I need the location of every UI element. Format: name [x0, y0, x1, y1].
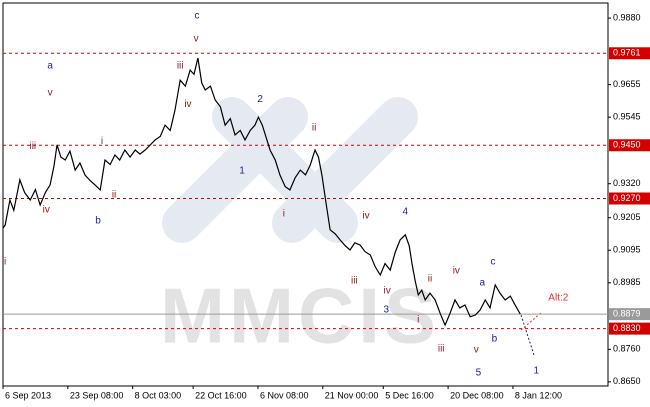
wave-label: iv — [43, 205, 50, 216]
level-label: 0.9270 — [613, 193, 641, 203]
wave-label: iii — [351, 276, 358, 287]
wave-label: 1 — [239, 166, 245, 177]
x-tick-label: 21 Nov 00:00 — [325, 390, 379, 400]
wave-label: c — [195, 11, 200, 22]
wave-label: b — [492, 334, 498, 345]
wave-label: v — [474, 345, 479, 356]
wave-label: iv — [184, 99, 191, 110]
logo-stroke — [271, 96, 419, 244]
level-tag — [609, 192, 650, 205]
price-line — [2, 57, 521, 327]
wave-label: iii — [177, 61, 184, 72]
wave-label: Alt:2 — [548, 293, 568, 304]
y-tick-label: 0.8650 — [613, 376, 641, 386]
wave-label: iv — [453, 266, 460, 277]
wave-label: c — [491, 257, 496, 268]
wave-label: i — [4, 257, 6, 268]
x-tick-label: 5 Dec 16:00 — [385, 390, 434, 400]
projection-line — [520, 314, 535, 356]
wave-label: iii — [29, 141, 36, 152]
x-tick-label: 8 Jan 12:00 — [515, 390, 562, 400]
wave-label: ii — [112, 190, 116, 201]
plot-frame — [2, 2, 609, 387]
wave-label: b — [95, 216, 101, 227]
wave-label: a — [479, 278, 485, 289]
x-tick-label: 8 Oct 03:00 — [135, 390, 182, 400]
wave-label: iii — [438, 344, 445, 355]
x-tick-label: 22 Oct 16:00 — [195, 390, 247, 400]
wave-label: i — [417, 315, 419, 326]
level-label: 0.9761 — [613, 48, 641, 58]
wave-label: iv — [362, 211, 369, 222]
layer: 0.9880 0.9655 0.9545 0.9320 0.9205 0.9095 0.89… — [2, 11, 650, 400]
wave-label: 3 — [384, 305, 390, 316]
wave-label: ii — [428, 274, 432, 285]
wave-label: i — [283, 209, 285, 220]
level-label: 0.8830 — [613, 323, 641, 333]
current-price-tag — [609, 308, 650, 321]
wave-label: 5 — [476, 368, 482, 379]
wave-label: i — [101, 136, 103, 147]
y-tick-label: 0.9320 — [613, 178, 641, 188]
level-tag — [609, 139, 650, 152]
wave-label: 2 — [257, 94, 263, 105]
level-label: 0.9450 — [613, 140, 641, 150]
y-tick-label: 0.8985 — [613, 277, 641, 287]
x-tick-label: 6 Sep 2013 — [5, 390, 51, 400]
wave-label: v — [194, 34, 199, 45]
y-tick-label: 0.9880 — [613, 12, 641, 22]
current-price-label: 0.8879 — [613, 309, 641, 319]
wave-label: iv — [384, 286, 391, 297]
level-tag — [609, 322, 650, 335]
x-tick-label: 20 Dec 08:00 — [450, 390, 504, 400]
y-tick-label: 0.9095 — [613, 245, 641, 255]
x-tick-label: 23 Sep 08:00 — [70, 390, 124, 400]
watermark: MMCIS — [160, 272, 440, 360]
level-tag — [609, 47, 650, 60]
y-tick-label: 0.9205 — [613, 212, 641, 222]
alt-projection-line — [520, 311, 543, 331]
y-tick-label: 0.9655 — [613, 79, 641, 89]
y-tick-label: 0.9545 — [613, 112, 641, 122]
wave-label: 1 — [533, 366, 539, 377]
wave-label: 4 — [403, 207, 409, 218]
y-tick-label: 0.8760 — [613, 344, 641, 354]
wave-label: ii — [312, 123, 316, 134]
wave-label: v — [48, 88, 53, 99]
wave-label: a — [47, 61, 53, 72]
x-tick-label: 6 Nov 08:00 — [260, 390, 309, 400]
